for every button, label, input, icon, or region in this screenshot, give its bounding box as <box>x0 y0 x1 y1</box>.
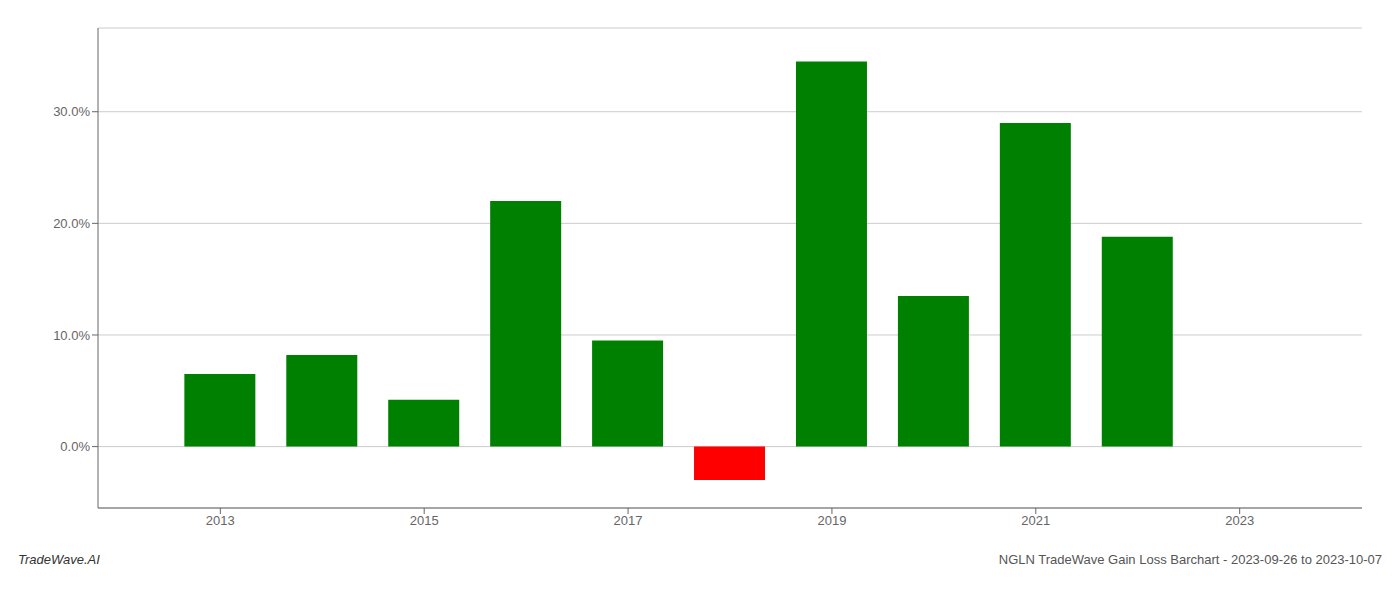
svg-text:30.0%: 30.0% <box>53 104 90 119</box>
svg-text:10.0%: 10.0% <box>53 328 90 343</box>
svg-text:2013: 2013 <box>206 513 235 528</box>
svg-text:2023: 2023 <box>1225 513 1254 528</box>
html-text:NGLN TradeWave Gain Loss Barch: NGLN TradeWave Gain Loss Barchart - 2023… <box>998 552 1382 567</box>
svg-text:20.0%: 20.0% <box>53 216 90 231</box>
svg-text:2019: 2019 <box>817 513 846 528</box>
svg-text:2017: 2017 <box>614 513 643 528</box>
svg-text:0.0%: 0.0% <box>60 439 90 454</box>
svg-text:2021: 2021 <box>1021 513 1050 528</box>
svg-text:2015: 2015 <box>410 513 439 528</box>
html-text:TradeWave.AI: TradeWave.AI <box>18 552 100 567</box>
